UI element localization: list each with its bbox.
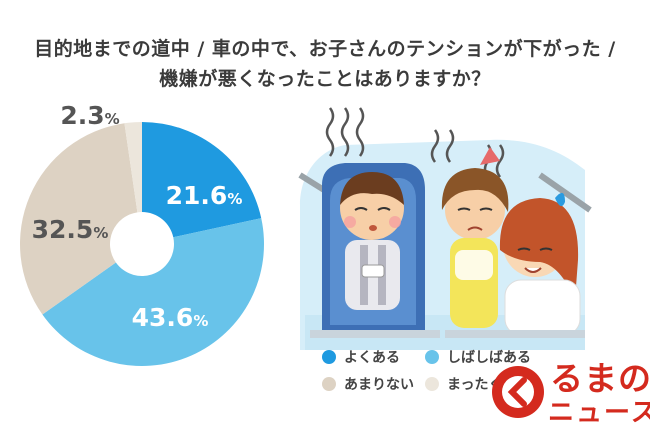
legend-label: よくある xyxy=(344,350,400,366)
mother-body xyxy=(504,279,581,336)
legend-label: しばしばある xyxy=(447,350,531,366)
pie-data-label: 2.3% xyxy=(60,101,119,130)
legend-item-amari-nai: あまりない xyxy=(322,374,414,394)
kurumanews-logo: るまの ニュース xyxy=(488,352,650,428)
chart-title-line2: 機嫌が悪くなったことはありますか？ xyxy=(159,68,491,90)
chart-title-line1: 目的地までの道中 / 車の中で、お子さんのテンションが下がった / xyxy=(34,38,616,60)
pie-slice xyxy=(42,218,264,366)
legend-swatch xyxy=(322,377,336,391)
legend-item-shibashiba: しばしばある xyxy=(425,347,531,367)
mood-lines-left xyxy=(325,107,365,157)
pie-data-label: 32.5% xyxy=(32,215,109,244)
boy-hair xyxy=(340,172,404,205)
mother-hair xyxy=(499,198,579,300)
pie-data-label: 43.6% xyxy=(132,303,209,332)
pie-slice xyxy=(20,123,138,315)
logo-mark-icon xyxy=(492,366,544,418)
legend-swatch xyxy=(425,377,439,391)
logo-text-top: るまの xyxy=(550,359,650,398)
legend-swatch xyxy=(322,350,336,364)
pie-data-label: 21.6% xyxy=(166,181,243,210)
girl-face xyxy=(445,180,505,240)
legend-label: あまりない xyxy=(344,377,414,393)
girl-hair xyxy=(441,168,509,212)
pie-slice xyxy=(142,122,262,238)
seatbelt-line xyxy=(538,172,592,213)
legend-swatch xyxy=(425,350,439,364)
donut-chart: 21.6% 43.6% 32.5% 2.3% xyxy=(20,101,264,366)
logo-text-bottom: ニュース xyxy=(548,398,650,428)
pie-slice xyxy=(124,122,142,213)
legend-item-yoku-aru: よくある xyxy=(322,347,400,367)
